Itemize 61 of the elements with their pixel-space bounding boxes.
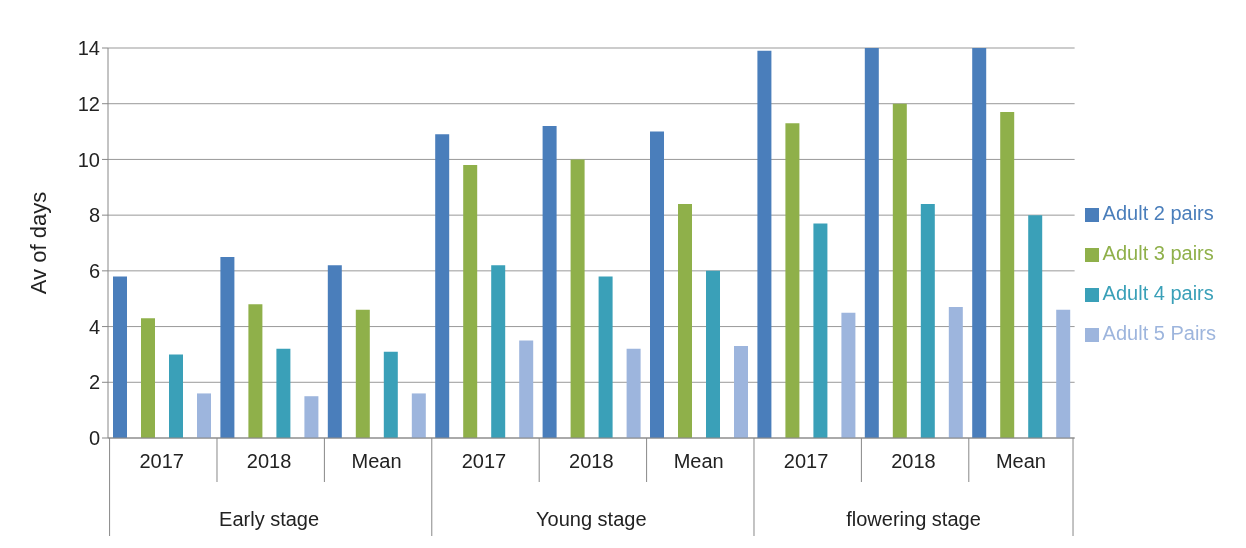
legend-label: Adult 4 pairs	[1102, 282, 1214, 304]
bar	[169, 354, 183, 438]
bar	[1000, 112, 1015, 438]
text: flowering stage	[846, 508, 981, 530]
text: Young stage	[536, 508, 647, 530]
bar	[892, 103, 907, 438]
bar	[948, 307, 963, 438]
x-tick-label: 2018	[891, 450, 936, 472]
legend-label: Adult 3 pairs	[1102, 242, 1214, 264]
x-tick-label: 2017	[139, 450, 184, 472]
bar	[463, 165, 478, 438]
x-tick-label: 2017	[461, 450, 507, 472]
text: Early stage	[219, 508, 320, 530]
bar	[220, 256, 235, 438]
bar	[491, 265, 506, 438]
bar	[1056, 309, 1071, 438]
x-tick-label: Mean	[995, 450, 1046, 472]
bar	[570, 159, 585, 438]
bar	[248, 304, 263, 438]
bar	[327, 265, 342, 438]
bar	[435, 134, 450, 438]
y-tick-label: 6	[88, 259, 100, 282]
legend-label: Adult 5 Pairs	[1102, 322, 1216, 344]
bar	[757, 50, 772, 438]
bar	[383, 351, 398, 438]
bar	[542, 126, 557, 438]
bar	[972, 48, 987, 438]
x-tick-label: Mean	[673, 450, 724, 472]
bar	[785, 123, 800, 438]
bar	[813, 223, 828, 438]
y-tick-label: 8	[88, 204, 100, 227]
bar	[734, 346, 749, 438]
bar	[113, 276, 127, 438]
bar	[650, 131, 665, 438]
y-tick-label: 2	[88, 371, 100, 394]
y-tick-label: 14	[77, 37, 100, 60]
bar	[678, 204, 693, 438]
legend-label: Adult 2 pairs	[1102, 202, 1214, 224]
y-tick-label: 0	[88, 427, 100, 450]
y-tick-label: 4	[88, 315, 100, 338]
bar	[197, 393, 211, 438]
x-tick-label: Mean	[351, 450, 402, 472]
x-tick-label: 2017	[783, 450, 829, 472]
bar	[841, 312, 856, 438]
bar	[304, 396, 319, 438]
bar	[598, 276, 613, 438]
bar	[276, 348, 291, 438]
x-tick-label: 2018	[246, 450, 292, 472]
bar	[706, 270, 721, 438]
bar	[519, 340, 534, 438]
y-tick-label: 10	[77, 148, 100, 171]
bar	[355, 309, 370, 438]
bar	[920, 204, 935, 438]
x-tick-label: 2018	[569, 450, 614, 472]
bar	[411, 393, 426, 438]
bar	[864, 48, 879, 438]
y-tick-label: 12	[77, 92, 100, 115]
y-axis-title: Av of days	[25, 191, 51, 295]
bar	[141, 318, 155, 438]
bar	[1028, 215, 1043, 438]
bar	[626, 348, 641, 438]
